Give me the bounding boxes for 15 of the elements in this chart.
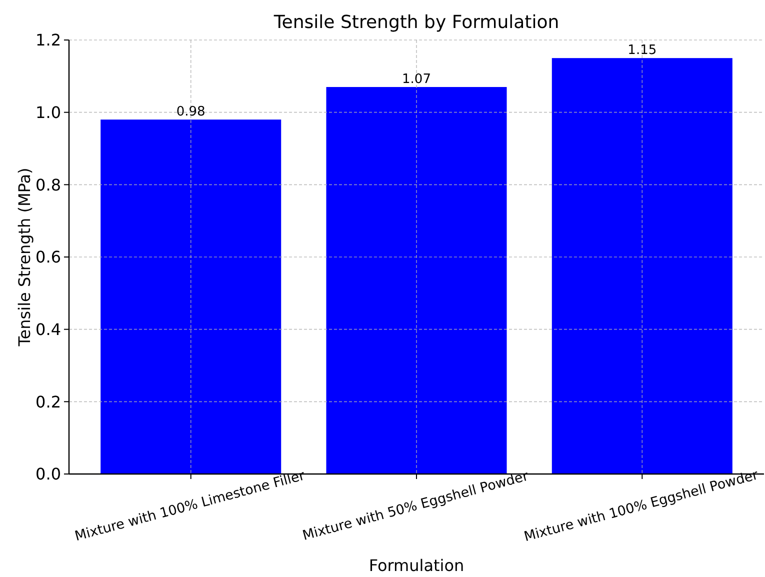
y-tick-label: 0.4 xyxy=(36,320,61,339)
y-axis-title: Tensile Strength (MPa) xyxy=(15,168,34,348)
y-tick-label: 0.6 xyxy=(36,248,61,267)
x-axis-title: Formulation xyxy=(368,556,464,575)
y-tick-label: 1.2 xyxy=(36,30,61,50)
data-label: 1.15 xyxy=(628,43,657,58)
data-label: 0.98 xyxy=(176,104,206,120)
bar xyxy=(100,120,282,474)
y-tick-label: 0.0 xyxy=(36,464,61,484)
y-tick-label: 0.8 xyxy=(36,175,61,194)
chart-title: Tensile Strength by Formulation xyxy=(272,12,560,33)
y-tick-label: 1.0 xyxy=(36,102,61,122)
y-tick-label: 0.2 xyxy=(36,392,61,412)
bar xyxy=(326,87,507,474)
data-label: 1.07 xyxy=(402,72,431,88)
